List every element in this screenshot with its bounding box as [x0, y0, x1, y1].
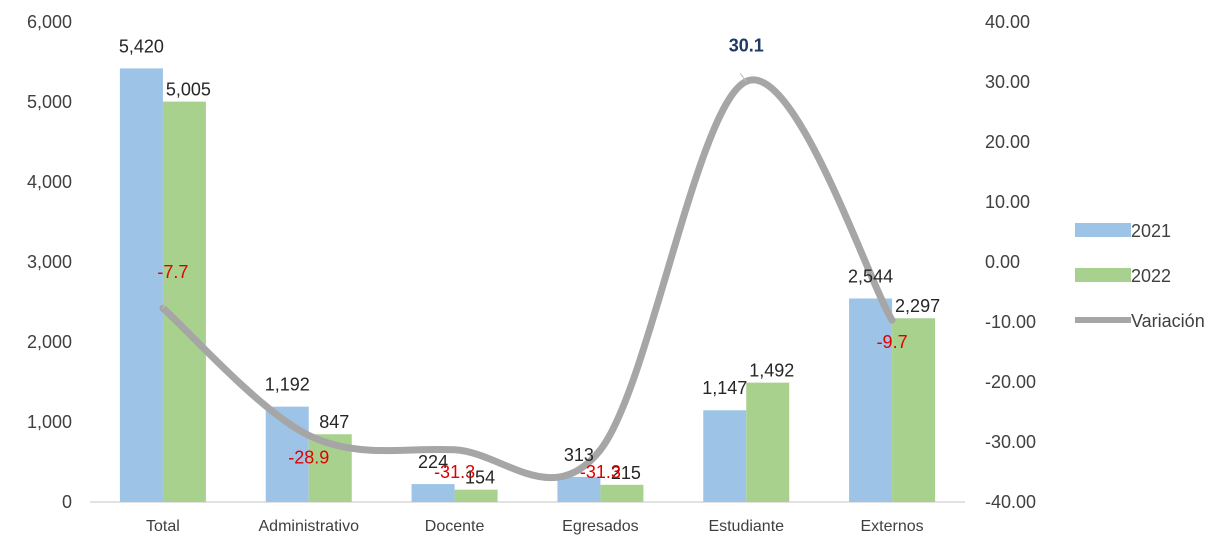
bar-2022 [162, 101, 206, 502]
variation-data-label: -31.3 [580, 462, 621, 482]
data-label-2022: 847 [319, 412, 349, 432]
data-label-2022: 2,297 [895, 296, 940, 316]
data-label-2021: 224 [418, 452, 448, 472]
variation-data-label: -7.7 [157, 262, 188, 282]
data-label-2021: 5,420 [119, 36, 164, 56]
data-label-2022: 1,492 [749, 361, 794, 381]
bar-2022 [892, 318, 936, 502]
x-category-label: Total [146, 518, 180, 535]
y-left-tick-label: 3,000 [27, 252, 72, 272]
data-labels: 5,420 5,005 1,192 847 224 154 313 215 1,1471,492… [119, 35, 940, 487]
data-label-2022: 154 [465, 468, 495, 488]
legend-label: 2021 [1131, 221, 1171, 241]
axes: 0 1,000 2,000 3,000 4,000 5,000 6,000 -40.00 -30… [27, 12, 1036, 535]
data-label-2021: 1,147 [702, 378, 747, 398]
x-category-label: Administrativo [259, 518, 360, 535]
bar-2021 [849, 298, 893, 502]
data-label-2022: 5,005 [166, 80, 211, 100]
variation-data-label: 30.1 [729, 35, 764, 55]
bar-2021 [557, 476, 601, 502]
y-right-tick-label: 40.00 [985, 12, 1030, 32]
variation-line-group [159, 76, 896, 482]
leader-line [739, 73, 747, 82]
bar-2021 [119, 68, 163, 503]
x-category-label: Egresados [562, 518, 639, 535]
legend: 2021 2022 Variación [1075, 221, 1205, 331]
data-label-2022: 215 [611, 463, 641, 483]
y-right-tick-label: -20.00 [985, 372, 1036, 392]
legend-swatch-2022 [1075, 268, 1131, 282]
y-right-tick-label: -40.00 [985, 492, 1036, 512]
data-label-2021: 313 [564, 445, 594, 465]
y-left-tick-label: 1,000 [27, 412, 72, 432]
y-left-tick-label: 6,000 [27, 12, 72, 32]
y-right-tick-label: 30.00 [985, 72, 1030, 92]
bar-2022 [454, 489, 498, 502]
y-right-tick-label: -30.00 [985, 432, 1036, 452]
data-label-2021: 1,192 [265, 375, 310, 395]
x-category-label: Externos [861, 518, 924, 535]
bar-2022 [746, 382, 790, 502]
variation-data-label: -31.3 [434, 462, 475, 482]
y-right-tick-label: 0.00 [985, 252, 1020, 272]
legend-label: Variación [1131, 311, 1205, 331]
y-left-tick-label: 0 [62, 492, 72, 512]
y-left-tick-label: 5,000 [27, 92, 72, 112]
y-right-tick-label: 10.00 [985, 192, 1030, 212]
bar-2022 [600, 484, 644, 502]
variation-data-label: -28.9 [288, 447, 329, 467]
bar-2021 [411, 484, 455, 502]
bar-2021 [703, 410, 747, 502]
data-label-2021: 2,544 [848, 266, 893, 286]
x-category-label: Docente [425, 518, 485, 535]
x-category-label: Estudiante [708, 518, 784, 535]
legend-label: 2022 [1131, 266, 1171, 286]
variation-data-label: -9.7 [877, 332, 908, 352]
y-left-tick-label: 2,000 [27, 332, 72, 352]
leader-line [162, 293, 172, 309]
y-right-tick-label: 20.00 [985, 132, 1030, 152]
legend-swatch-2021 [1075, 223, 1131, 237]
y-right-tick-label: -10.00 [985, 312, 1036, 332]
variation-line [159, 76, 896, 482]
bars [119, 68, 936, 503]
y-left-tick-label: 4,000 [27, 172, 72, 192]
